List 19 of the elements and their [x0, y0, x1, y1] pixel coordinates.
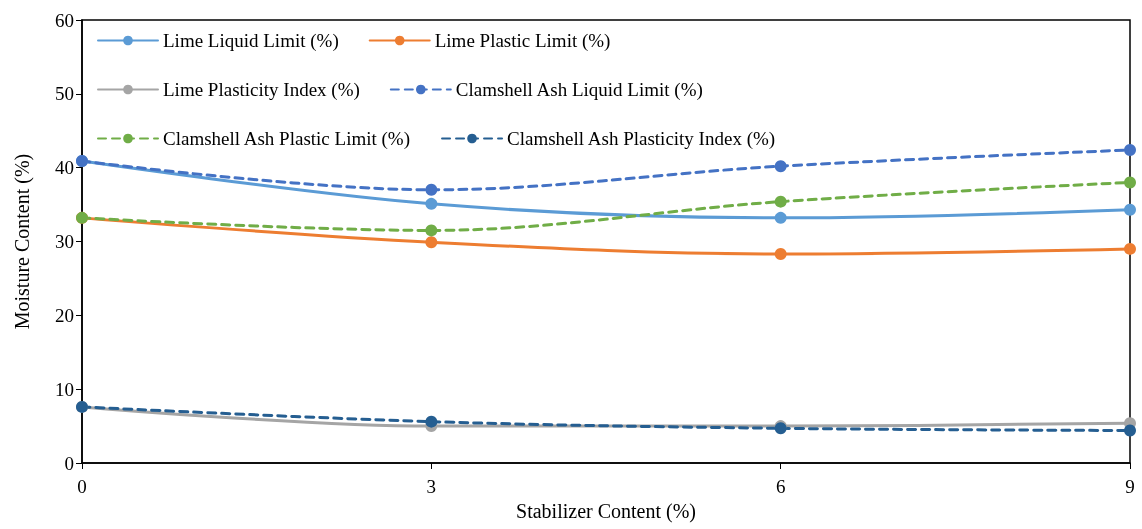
- y-tick-label: 30: [55, 231, 74, 252]
- legend-label: Clamshell Ash Plasticity Index (%): [507, 128, 776, 150]
- y-tick-label: 60: [55, 9, 74, 31]
- y-tick-label: 20: [55, 304, 74, 326]
- x-tick-label: 6: [775, 476, 786, 497]
- legend-label: Clamshell Ash Liquid Limit (%): [455, 79, 703, 101]
- y-tick-label: 0: [64, 452, 74, 474]
- y-tick-label: 40: [55, 157, 74, 179]
- x-tick-label: 0: [77, 476, 87, 497]
- y-axis-title: Moisture Content (%): [11, 153, 34, 330]
- y-tick-label: 50: [55, 83, 74, 105]
- legend-label: Lime Plasticity Index (%): [163, 79, 360, 101]
- x-tick-label: 9: [1125, 476, 1135, 497]
- x-axis-title: Stabilizer Content (%): [516, 500, 696, 523]
- x-tick-label: 3: [426, 476, 437, 497]
- legend-label: Lime Liquid Limit (%): [163, 30, 339, 52]
- legend-label: Lime Plastic Limit (%): [434, 30, 611, 52]
- y-tick-label: 10: [55, 378, 74, 400]
- legend-label: Clamshell Ash Plastic Limit (%): [163, 128, 410, 150]
